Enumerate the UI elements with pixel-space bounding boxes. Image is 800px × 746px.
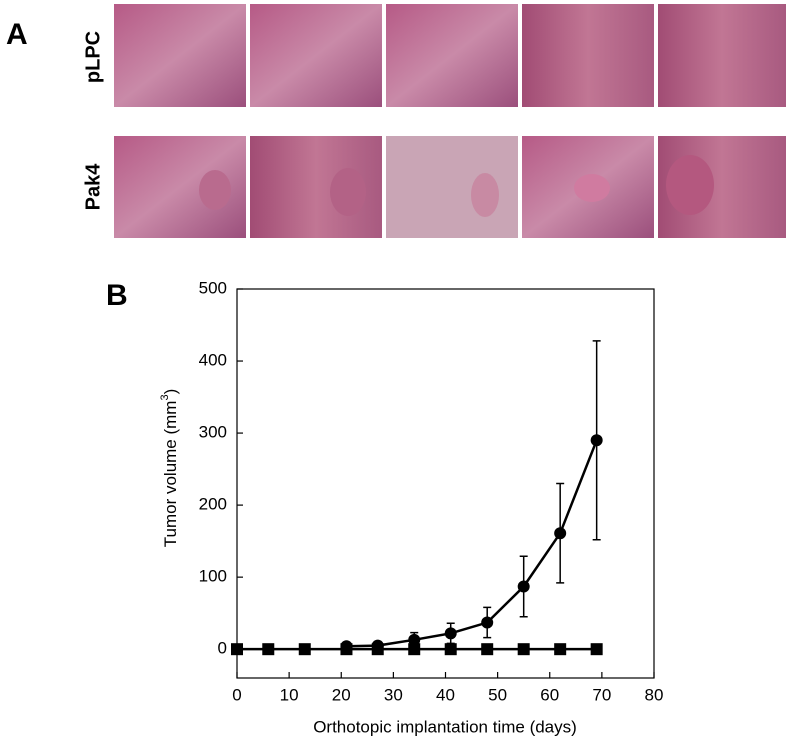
marker <box>590 434 603 447</box>
x-tick-label: 70 <box>592 685 611 704</box>
x-tick-label: 10 <box>280 685 299 704</box>
series-line <box>346 439 598 648</box>
marker <box>517 580 530 593</box>
tumor <box>574 174 610 202</box>
x-tick-label: 40 <box>436 685 455 704</box>
marker <box>408 643 421 656</box>
y-tick-label: 300 <box>199 423 227 442</box>
photo <box>658 4 786 107</box>
marker <box>231 643 243 656</box>
photo <box>386 136 518 238</box>
photo <box>386 4 518 107</box>
y-tick-label: 400 <box>199 351 227 370</box>
marker <box>590 643 603 656</box>
y-tick-label: 200 <box>199 495 227 514</box>
tumor <box>471 173 499 217</box>
marker <box>481 616 494 629</box>
marker <box>554 643 567 656</box>
panel-label: A <box>6 18 28 51</box>
row-label: pLPC <box>82 31 104 83</box>
y-axis-label-sup: 3 <box>159 394 171 400</box>
x-axis-label: Orthotopic implantation time (days) <box>313 717 577 736</box>
x-tick-label: 30 <box>384 685 403 704</box>
x-tick-label: 60 <box>540 685 559 704</box>
plot-frame <box>236 288 655 679</box>
x-tick-label: 80 <box>645 685 664 704</box>
marker <box>371 643 384 656</box>
marker <box>408 633 421 646</box>
tumor <box>330 168 366 216</box>
tumor <box>666 155 714 215</box>
photos <box>114 4 786 238</box>
y-axis-label-text: Tumor volume (mm <box>161 401 180 548</box>
x-tick-label: 20 <box>332 685 351 704</box>
marker <box>298 643 311 656</box>
marker <box>340 643 353 656</box>
marker <box>481 643 494 656</box>
y-axis-label-end: ) <box>161 389 180 395</box>
marker <box>262 643 275 656</box>
marker <box>444 627 457 640</box>
marker <box>517 643 530 656</box>
y-tick-label: 100 <box>199 567 227 586</box>
y-axis-label: Tumor volume (mm3) <box>159 389 181 548</box>
y-tick-label: 500 <box>199 278 227 297</box>
marker <box>554 527 567 540</box>
photo <box>522 4 654 107</box>
photo <box>250 4 382 107</box>
x-tick-label: 50 <box>488 685 507 704</box>
x-tick-label: 0 <box>232 685 241 704</box>
photo <box>114 4 246 107</box>
tumor <box>199 170 231 210</box>
marker <box>444 643 457 656</box>
panel-label: B <box>106 279 128 312</box>
row-label: Pak4 <box>82 163 104 211</box>
y-tick-label: 0 <box>218 639 227 658</box>
